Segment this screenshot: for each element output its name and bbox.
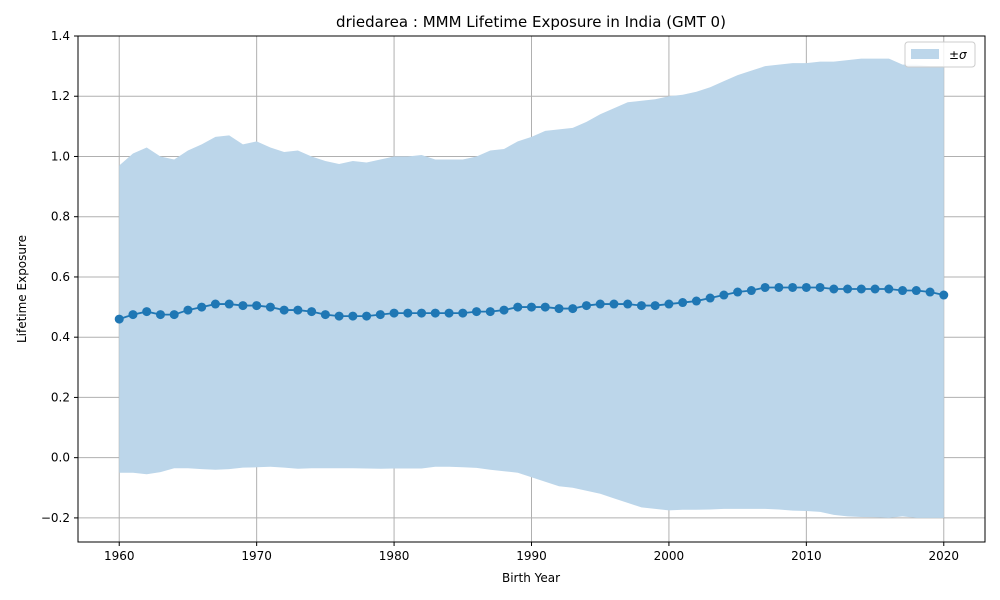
x-tick-label: 1960 (104, 549, 135, 563)
y-tick-label: 0.2 (51, 390, 70, 404)
data-point (760, 282, 770, 292)
x-tick-label: 1970 (241, 549, 272, 563)
data-point (554, 304, 564, 314)
data-point (403, 308, 413, 318)
y-tick-label: −0.2 (41, 511, 70, 525)
data-point (389, 308, 399, 318)
x-tick-label: 2010 (791, 549, 822, 563)
data-point (939, 290, 949, 300)
data-point (884, 284, 894, 294)
sigma-band (119, 58, 944, 518)
data-point (829, 284, 839, 294)
data-point (320, 310, 330, 320)
data-point (128, 310, 138, 320)
data-point (678, 298, 688, 308)
data-point (623, 299, 633, 309)
data-point (348, 311, 358, 321)
data-point (362, 311, 372, 321)
data-point (911, 286, 921, 296)
data-point (334, 311, 344, 321)
data-point (238, 301, 248, 311)
y-axis-label: Lifetime Exposure (15, 235, 29, 343)
x-tick-label: 1990 (516, 549, 547, 563)
x-tick-label: 2020 (928, 549, 959, 563)
data-point (801, 282, 811, 292)
data-point (155, 310, 165, 320)
y-tick-label: 0.8 (51, 210, 70, 224)
data-point (581, 301, 591, 311)
y-axis-ticks: −0.2 0.0 0.2 0.4 0.6 0.8 1.0 1.2 1.4 (41, 29, 78, 525)
data-point (746, 286, 756, 296)
legend-label: ±σ (949, 48, 967, 62)
data-point (114, 314, 124, 324)
data-point (210, 299, 220, 309)
data-point (705, 293, 715, 303)
series-layer (114, 282, 949, 324)
legend: ±σ (904, 41, 976, 68)
data-point (252, 301, 262, 311)
data-point (279, 305, 289, 315)
data-point (774, 282, 784, 292)
data-point (733, 287, 743, 297)
data-point (430, 308, 440, 318)
x-axis-label: Birth Year (502, 571, 560, 585)
data-point (636, 301, 646, 311)
data-point (197, 302, 207, 312)
data-point (691, 296, 701, 306)
data-point (224, 299, 234, 309)
data-point (307, 307, 317, 317)
data-point (293, 305, 303, 315)
data-point (719, 290, 729, 300)
data-point (375, 310, 385, 320)
data-point (595, 299, 605, 309)
data-point (417, 308, 427, 318)
chart-title: driedarea : MMM Lifetime Exposure in Ind… (336, 13, 726, 31)
y-tick-label: 1.2 (51, 89, 70, 103)
x-tick-label: 2000 (654, 549, 685, 563)
data-point (856, 284, 866, 294)
data-point (568, 304, 578, 314)
data-point (472, 307, 482, 317)
x-tick-label: 1980 (379, 549, 410, 563)
data-point (183, 305, 193, 315)
data-point (169, 310, 179, 320)
data-point (609, 299, 619, 309)
data-point (499, 305, 509, 315)
data-point (540, 302, 550, 312)
data-point (788, 282, 798, 292)
data-point (444, 308, 454, 318)
data-point (142, 307, 152, 317)
data-point (925, 287, 935, 297)
data-point (815, 282, 825, 292)
legend-band-swatch (911, 49, 939, 59)
data-point (664, 299, 674, 309)
data-point (527, 302, 536, 312)
data-point (458, 308, 468, 318)
data-point (843, 284, 853, 294)
y-tick-label: 1.0 (51, 149, 70, 163)
data-point (898, 286, 908, 296)
sigma-band-layer (119, 58, 944, 518)
data-point (650, 301, 660, 311)
x-axis-ticks: 1960 1970 1980 1990 2000 2010 2020 (104, 542, 959, 563)
y-tick-label: 0.4 (51, 330, 70, 344)
data-point (265, 302, 275, 312)
y-tick-label: 0.6 (51, 270, 70, 284)
data-point (513, 302, 523, 312)
legend-box (904, 41, 976, 68)
y-tick-label: 1.4 (51, 29, 70, 43)
data-point (870, 284, 880, 294)
y-tick-label: 0.0 (51, 451, 70, 465)
data-point (485, 307, 495, 317)
